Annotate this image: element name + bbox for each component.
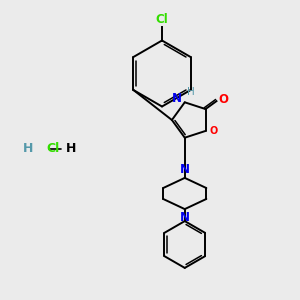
Text: N: N: [172, 92, 182, 105]
Text: N: N: [180, 163, 190, 176]
Text: O: O: [209, 126, 218, 136]
Text: N: N: [180, 211, 190, 224]
Text: Cl: Cl: [46, 142, 60, 155]
Text: H: H: [65, 142, 76, 155]
Text: H: H: [22, 142, 33, 155]
Text: H: H: [187, 87, 195, 97]
Text: Cl: Cl: [156, 13, 168, 26]
Text: O: O: [219, 93, 229, 106]
